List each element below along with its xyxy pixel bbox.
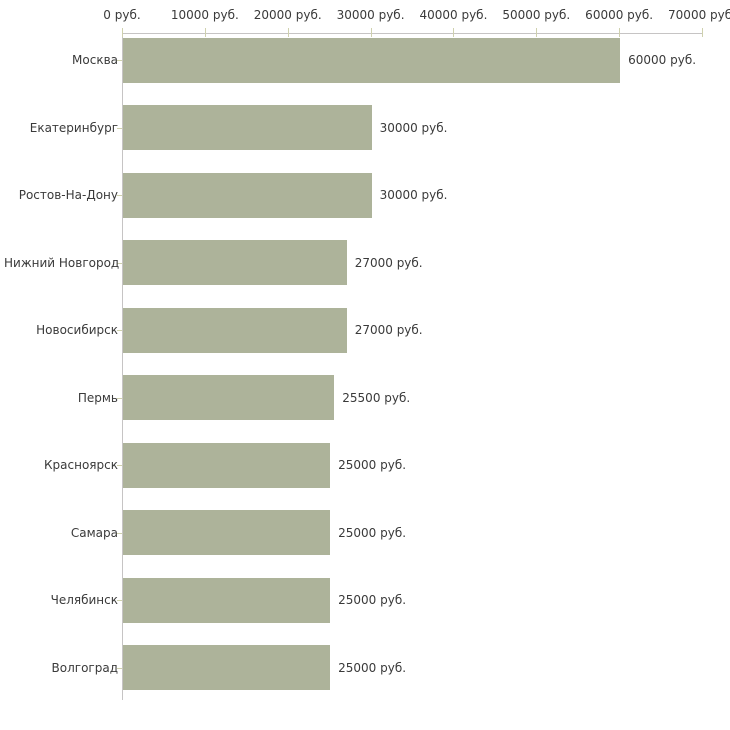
value-label: 25000 руб. [338, 660, 407, 675]
x-axis-tick-label: 70000 руб. [668, 8, 730, 22]
x-axis-tick-mark [122, 28, 123, 37]
category-label: Москва [72, 53, 118, 67]
x-axis-tick-mark [370, 28, 372, 37]
y-axis-tick-mark [117, 330, 122, 331]
x-axis-tick-mark [453, 28, 455, 37]
x-axis-tick-mark [204, 28, 206, 37]
x-axis-tick-label: 30000 руб. [336, 8, 405, 22]
y-axis-tick-mark [117, 60, 122, 61]
category-label: Самара [70, 525, 118, 540]
bar [123, 442, 331, 488]
category-label: Красноярск [44, 458, 118, 472]
bar [123, 37, 621, 83]
category-label: Пермь [77, 390, 118, 405]
y-axis-tick-mark [117, 397, 122, 399]
x-axis-tick-mark [287, 28, 289, 37]
value-label: 30000 руб. [379, 188, 448, 202]
bar [123, 105, 372, 150]
y-axis-tick-mark [117, 195, 122, 196]
x-axis-tick-label: 60000 руб. [585, 8, 654, 22]
category-label: Екатеринбург [29, 120, 118, 135]
y-axis-tick-mark [117, 532, 122, 534]
value-label: 27000 руб. [354, 323, 423, 337]
value-label: 27000 руб. [354, 255, 423, 270]
x-axis-tick-label: 40000 руб. [419, 8, 488, 22]
x-axis-tick-mark [536, 28, 538, 37]
bar [123, 577, 331, 623]
value-label: 60000 руб. [628, 53, 697, 67]
value-label: 25000 руб. [338, 525, 407, 540]
category-label: Нижний Новгород [4, 255, 120, 270]
value-label: 25000 руб. [338, 593, 407, 607]
x-axis-tick-mark [702, 28, 703, 37]
bar [123, 645, 331, 690]
bar [123, 375, 335, 420]
bar [123, 240, 347, 285]
category-label: Ростов-На-Дону [18, 188, 118, 202]
bar [123, 172, 372, 218]
x-axis-tick-label: 20000 руб. [253, 8, 322, 22]
x-axis-tick-label: 10000 руб. [170, 8, 239, 22]
value-label: 30000 руб. [379, 120, 448, 135]
x-axis-tick-mark [619, 28, 621, 37]
y-axis-line [122, 33, 123, 700]
value-label: 25500 руб. [342, 390, 411, 405]
x-axis-tick-label: 0 руб. [103, 8, 141, 22]
bar [123, 510, 331, 555]
y-axis-tick-mark [117, 127, 122, 129]
bar [123, 307, 347, 353]
x-axis-line [122, 33, 702, 34]
y-axis-tick-mark [117, 262, 122, 264]
value-label: 25000 руб. [338, 458, 407, 472]
category-label: Новосибирск [36, 323, 118, 337]
y-axis-tick-mark [117, 600, 122, 601]
category-label: Челябинск [50, 593, 118, 607]
y-axis-tick-mark [117, 667, 122, 669]
x-axis-tick-label: 50000 руб. [502, 8, 571, 22]
category-label: Волгоград [51, 660, 118, 675]
y-axis-tick-mark [117, 465, 122, 466]
